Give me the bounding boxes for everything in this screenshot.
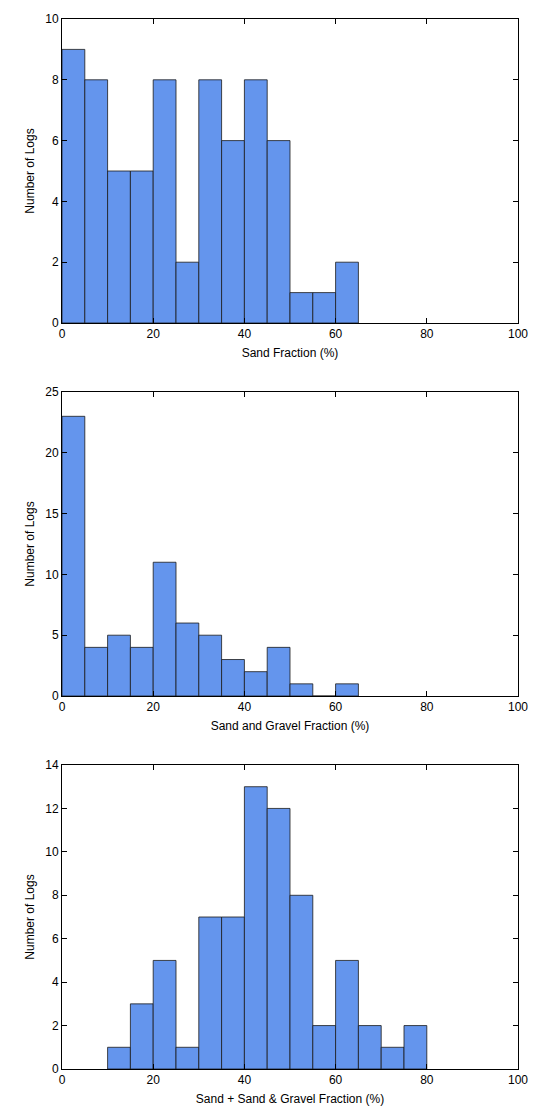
svg-text:8: 8 bbox=[52, 888, 59, 902]
svg-text:60: 60 bbox=[329, 327, 343, 341]
svg-text:20: 20 bbox=[147, 327, 161, 341]
svg-text:25: 25 bbox=[45, 385, 59, 399]
svg-text:8: 8 bbox=[52, 73, 59, 87]
svg-text:80: 80 bbox=[420, 700, 434, 714]
svg-text:20: 20 bbox=[147, 1073, 161, 1087]
svg-text:Sand Fraction (%): Sand Fraction (%) bbox=[242, 346, 339, 360]
svg-text:12: 12 bbox=[45, 802, 59, 816]
svg-text:0: 0 bbox=[59, 327, 66, 341]
svg-text:2: 2 bbox=[52, 255, 59, 269]
svg-text:20: 20 bbox=[147, 700, 161, 714]
svg-text:4: 4 bbox=[52, 195, 59, 209]
svg-text:2: 2 bbox=[52, 1019, 59, 1033]
svg-text:0: 0 bbox=[52, 1062, 59, 1076]
svg-text:5: 5 bbox=[52, 628, 59, 642]
svg-text:6: 6 bbox=[52, 932, 59, 946]
svg-text:60: 60 bbox=[329, 1073, 343, 1087]
svg-text:14: 14 bbox=[45, 758, 59, 772]
svg-text:100: 100 bbox=[508, 700, 528, 714]
svg-text:0: 0 bbox=[52, 316, 59, 330]
svg-text:10: 10 bbox=[45, 12, 59, 26]
svg-text:0: 0 bbox=[59, 1073, 66, 1087]
svg-text:40: 40 bbox=[238, 1073, 252, 1087]
svg-text:60: 60 bbox=[329, 700, 343, 714]
svg-text:80: 80 bbox=[420, 327, 434, 341]
svg-text:Sand + Sand & Gravel Fraction: Sand + Sand & Gravel Fraction (%) bbox=[196, 1092, 384, 1106]
svg-text:6: 6 bbox=[52, 134, 59, 148]
svg-text:100: 100 bbox=[508, 1073, 528, 1087]
svg-text:0: 0 bbox=[52, 689, 59, 703]
svg-text:4: 4 bbox=[52, 975, 59, 989]
svg-text:100: 100 bbox=[508, 327, 528, 341]
svg-text:80: 80 bbox=[420, 1073, 434, 1087]
svg-text:Number of Logs: Number of Logs bbox=[23, 128, 37, 213]
svg-text:40: 40 bbox=[238, 700, 252, 714]
svg-text:Number of Logs: Number of Logs bbox=[23, 874, 37, 959]
svg-text:0: 0 bbox=[59, 700, 66, 714]
svg-text:15: 15 bbox=[45, 507, 59, 521]
svg-text:Sand and Gravel Fraction (%): Sand and Gravel Fraction (%) bbox=[211, 719, 370, 733]
svg-text:40: 40 bbox=[238, 327, 252, 341]
svg-text:20: 20 bbox=[45, 446, 59, 460]
svg-text:10: 10 bbox=[45, 845, 59, 859]
svg-text:Number of Logs: Number of Logs bbox=[23, 501, 37, 586]
svg-text:10: 10 bbox=[45, 568, 59, 582]
